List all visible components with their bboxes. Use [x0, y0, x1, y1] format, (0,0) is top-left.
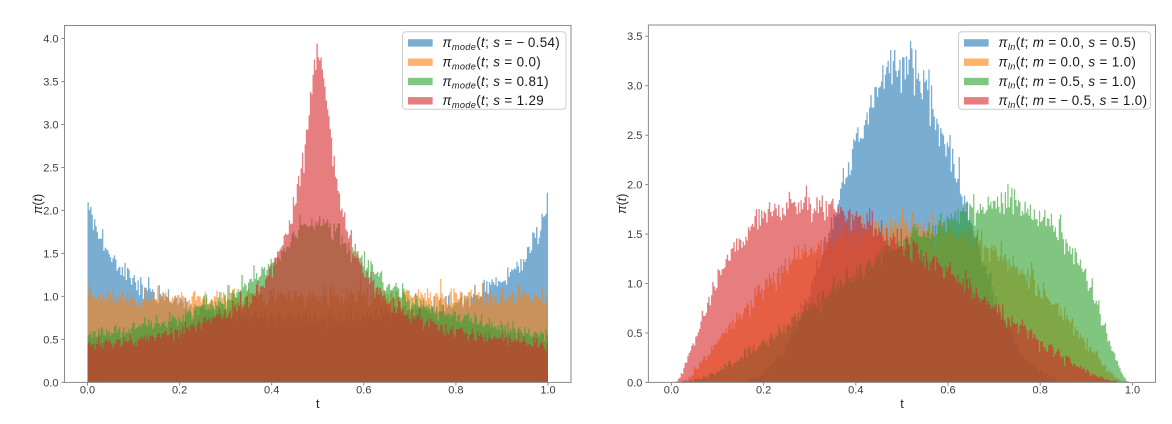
svg-text:πln(t; m = 0.5, s = 1.0): πln(t; m = 0.5, s = 1.0) [999, 74, 1137, 91]
svg-text:πmode(t; s = − 0.54): πmode(t; s = − 0.54) [443, 35, 561, 52]
svg-text:πln(t; m = 0.0, s = 0.5): πln(t; m = 0.0, s = 0.5) [999, 35, 1137, 52]
svg-text:1.0: 1.0 [1125, 385, 1140, 397]
svg-text:πmode(t; s = 0.81): πmode(t; s = 0.81) [443, 74, 549, 91]
svg-text:0.2: 0.2 [756, 385, 771, 397]
svg-text:4.0: 4.0 [43, 33, 58, 45]
svg-text:2.5: 2.5 [43, 162, 58, 174]
svg-text:0.4: 0.4 [264, 385, 279, 397]
svg-text:t: t [316, 397, 320, 411]
svg-text:3.0: 3.0 [43, 119, 58, 131]
svg-text:0.5: 0.5 [627, 328, 642, 340]
svg-text:0.6: 0.6 [940, 385, 955, 397]
svg-text:0.4: 0.4 [848, 385, 863, 397]
svg-text:0.0: 0.0 [43, 377, 58, 389]
svg-text:t: t [900, 397, 904, 411]
svg-text:1.0: 1.0 [43, 291, 58, 303]
svg-text:0.8: 0.8 [1033, 385, 1048, 397]
svg-text:2.5: 2.5 [627, 130, 642, 142]
svg-text:1.5: 1.5 [43, 248, 58, 260]
svg-text:2.0: 2.0 [43, 205, 58, 217]
svg-text:1.5: 1.5 [627, 229, 642, 241]
svg-text:πmode(t; s = 1.29: πmode(t; s = 1.29 [443, 93, 545, 110]
svg-text:0.0: 0.0 [627, 377, 642, 389]
svg-text:0.0: 0.0 [80, 385, 95, 397]
svg-text:3.5: 3.5 [43, 76, 58, 88]
svg-text:2.0: 2.0 [627, 180, 642, 192]
svg-text:0.2: 0.2 [172, 385, 187, 397]
svg-text:1.0: 1.0 [540, 385, 555, 397]
svg-text:0.5: 0.5 [43, 334, 58, 346]
svg-text:πmode(t; s = 0.0): πmode(t; s = 0.0) [443, 55, 542, 72]
svg-text:1.0: 1.0 [627, 278, 642, 290]
svg-text:3.5: 3.5 [627, 31, 642, 43]
svg-text:π(t): π(t) [31, 194, 45, 214]
svg-text:π(t): π(t) [615, 194, 629, 214]
svg-text:πln(t; m = 0.0, s = 1.0): πln(t; m = 0.0, s = 1.0) [999, 55, 1137, 72]
svg-text:0.0: 0.0 [664, 385, 679, 397]
svg-text:πln(t; m = − 0.5, s = 1.0): πln(t; m = − 0.5, s = 1.0) [999, 93, 1148, 110]
svg-text:3.0: 3.0 [627, 81, 642, 93]
svg-text:0.6: 0.6 [356, 385, 371, 397]
svg-text:0.8: 0.8 [448, 385, 463, 397]
